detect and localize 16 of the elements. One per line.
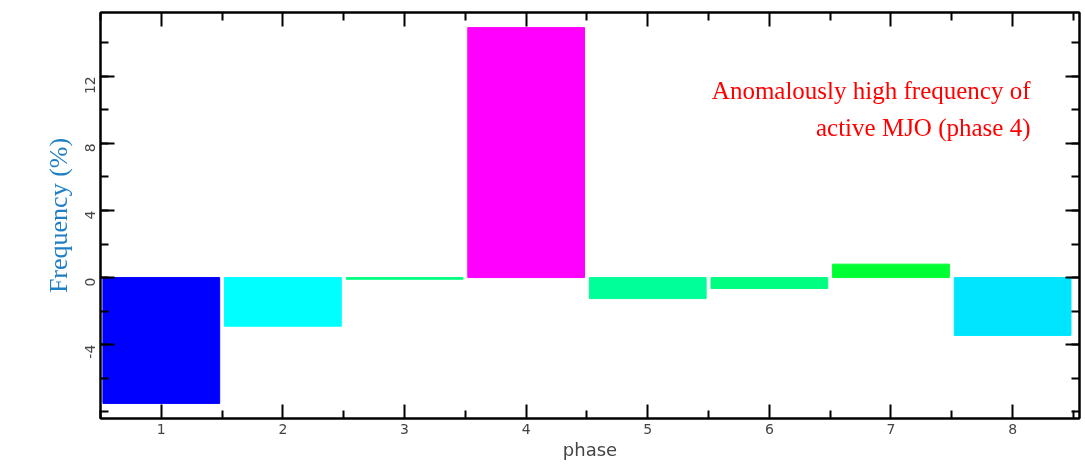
x-tick-label: 1 — [156, 420, 166, 437]
y-tick-label: 12 — [82, 76, 99, 95]
y-axis-title: Frequency (%) — [43, 137, 73, 294]
x-tick-label: 3 — [400, 420, 410, 437]
y-tick-label: 0 — [82, 277, 99, 287]
x-tick-label: 2 — [278, 420, 288, 437]
x-axis-title: phase — [562, 438, 618, 460]
y-tick-label: 4 — [82, 210, 99, 220]
x-tick-label: 6 — [764, 420, 774, 437]
x-tick-label: 5 — [643, 420, 653, 437]
x-tick-label: 4 — [521, 420, 531, 437]
x-tick-label: 7 — [886, 420, 896, 437]
y-tick-label: 8 — [82, 143, 99, 153]
annotation: Anomalously high frequency of active MJO (phase 4) — [711, 76, 1032, 142]
x-tick-label: 8 — [1008, 420, 1018, 437]
y-tick-label: -4 — [82, 344, 99, 359]
